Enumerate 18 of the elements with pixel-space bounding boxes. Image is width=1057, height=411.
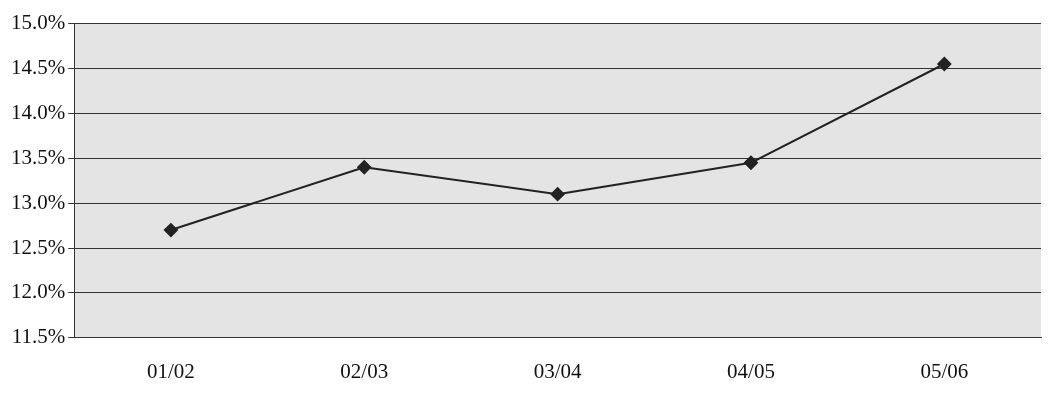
point <box>743 155 758 170</box>
point <box>357 160 372 175</box>
y-tick-label: 11.5% <box>11 324 66 349</box>
x-tick-label: 05/06 <box>920 358 969 383</box>
y-tick-label: 13.5% <box>10 144 66 169</box>
y-tick-label: 12.5% <box>10 234 66 259</box>
point <box>937 57 952 71</box>
y-tick-label: 15.0% <box>10 10 66 35</box>
y-tick-label: 14.0% <box>10 99 66 124</box>
point <box>163 223 178 238</box>
y-tick-label: 12.0% <box>10 279 66 304</box>
point <box>550 187 565 202</box>
x-tick-label: 04/05 <box>727 358 775 383</box>
x-tick-label: 01/02 <box>147 358 195 383</box>
x-tick-label: 03/04 <box>533 358 583 383</box>
y-tick-label: 13.0% <box>10 189 66 214</box>
x-tick-label: 02/03 <box>340 358 389 383</box>
y-tick-label: 14.5% <box>10 55 66 79</box>
